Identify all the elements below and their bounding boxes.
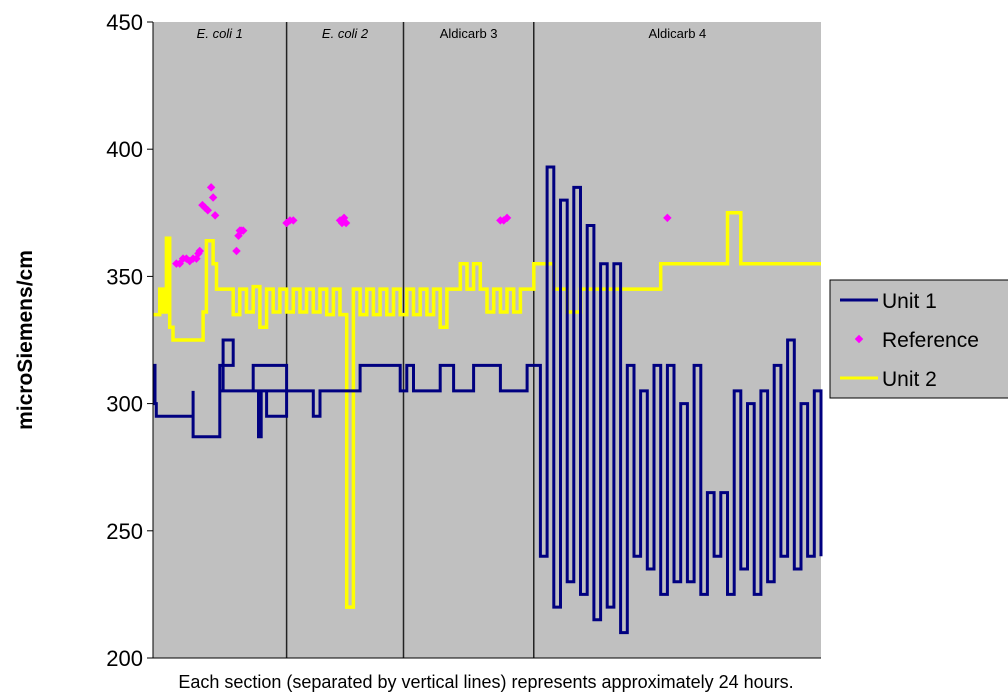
legend-swatch-reference xyxy=(854,334,864,344)
reference-point xyxy=(203,206,213,215)
legend: Unit 1 Reference Unit 2 xyxy=(829,279,1008,399)
legend-label-unit1: Unit 1 xyxy=(882,290,937,313)
reference-point xyxy=(289,216,298,225)
y-tick-label: 300 xyxy=(106,392,143,417)
y-tick-label: 450 xyxy=(106,10,143,35)
y-axis-ticks: 200 250 300 350 400 450 xyxy=(106,10,153,671)
reference-point xyxy=(232,246,241,256)
legend-label-unit2: Unit 2 xyxy=(882,368,937,391)
section-label: Aldicarb 3 xyxy=(440,26,498,41)
section-label: Aldicarb 4 xyxy=(648,26,706,41)
reference-point xyxy=(502,213,512,223)
y-tick-label: 200 xyxy=(106,646,143,671)
reference-point xyxy=(208,193,218,202)
section-dividers: E. coli 1 E. coli 2 Aldicarb 3 Aldicarb 4 xyxy=(197,22,706,658)
section-label: E. coli 1 xyxy=(197,26,243,41)
section-label: E. coli 2 xyxy=(322,26,369,41)
y-tick-label: 400 xyxy=(106,137,143,162)
y-tick-label: 350 xyxy=(106,264,143,289)
y-tick-label: 250 xyxy=(106,519,143,544)
reference-point xyxy=(238,226,248,235)
series-layer xyxy=(153,165,823,635)
y-axis-label: microSiemens/cm xyxy=(14,250,37,430)
reference-point xyxy=(210,211,220,220)
reference-point xyxy=(341,218,351,228)
reference-point xyxy=(206,183,216,192)
plot-area xyxy=(153,22,821,658)
series-line-unit-1 xyxy=(153,165,823,635)
x-axis-caption: Each section (separated by vertical line… xyxy=(178,672,793,692)
legend-label-reference: Reference xyxy=(882,329,979,352)
reference-point xyxy=(195,246,205,256)
